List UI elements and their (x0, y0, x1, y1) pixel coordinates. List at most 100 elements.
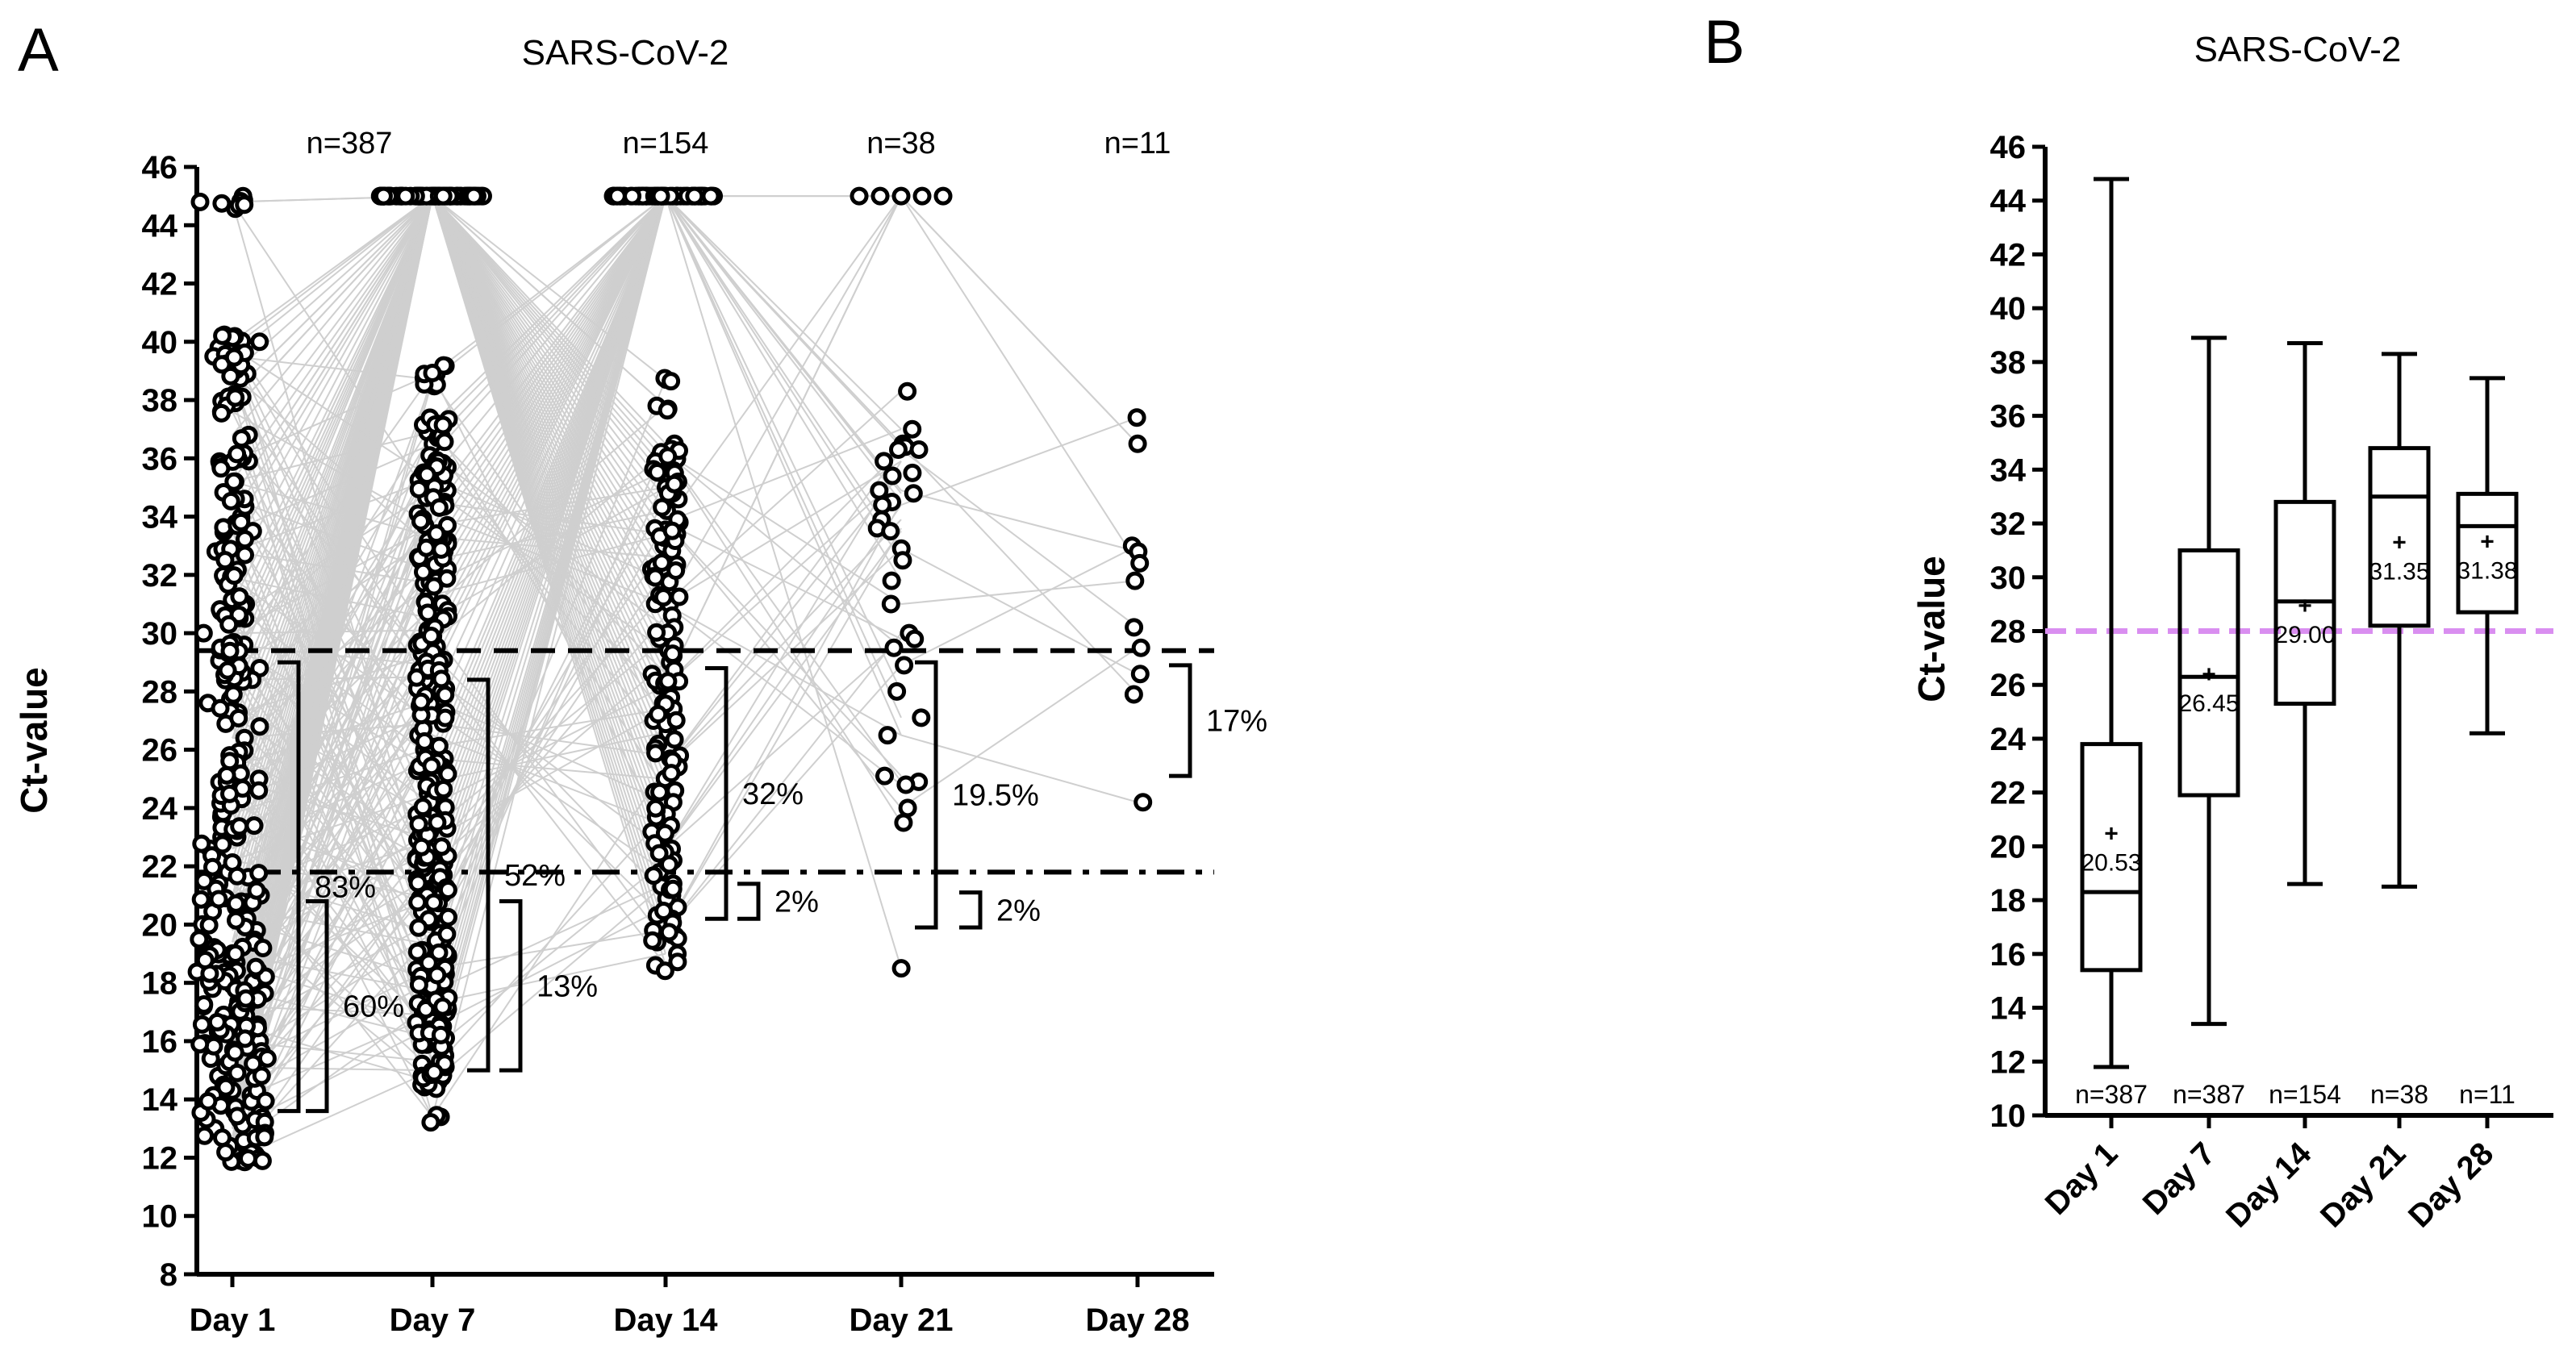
connection-line (432, 195, 666, 500)
connection-line (665, 195, 902, 969)
panel-b-title: SARS-CoV-2 (2194, 30, 2402, 69)
connection-line (665, 632, 902, 931)
connection-line (432, 195, 666, 456)
data-point (211, 459, 231, 478)
data-point (903, 463, 922, 482)
connection-line (432, 195, 666, 581)
data-point (643, 931, 662, 950)
bracket (1169, 663, 1192, 778)
data-point (436, 708, 455, 727)
panel-b-y-label: Ct-value (1910, 556, 1952, 702)
data-point (190, 192, 210, 211)
data-point (464, 186, 483, 206)
data-point (396, 186, 415, 206)
data-point (873, 495, 892, 515)
connection-line (232, 195, 433, 518)
data-point (257, 1048, 277, 1068)
connection-line (665, 461, 902, 850)
data-point (651, 186, 670, 206)
data-point (211, 698, 230, 718)
data-point (881, 522, 900, 541)
data-point (228, 444, 247, 464)
connection-line (432, 195, 666, 686)
connection-line (665, 195, 902, 581)
data-point (666, 561, 686, 580)
connection-line (232, 195, 433, 552)
data-point (662, 521, 682, 540)
data-point (411, 692, 431, 711)
data-point (933, 186, 953, 206)
connection-line (232, 435, 433, 969)
data-point (891, 186, 911, 206)
connection-line (232, 195, 433, 436)
y-tick-label: 26 (1990, 668, 2027, 703)
connection-line (665, 448, 902, 768)
data-point (407, 668, 426, 687)
data-point (229, 709, 248, 727)
data-point (429, 498, 449, 517)
connection-line (432, 723, 666, 756)
data-point (898, 381, 917, 401)
connection-line (432, 195, 666, 619)
data-point (647, 623, 666, 642)
data-point (433, 997, 453, 1016)
data-point (1128, 434, 1147, 453)
connection-line (432, 195, 666, 1082)
mean-label: 31.35 (2369, 559, 2429, 586)
y-tick-label: 30 (142, 616, 178, 652)
data-point (423, 364, 442, 382)
data-point (418, 603, 437, 623)
data-point (607, 186, 627, 206)
data-point (213, 1128, 232, 1148)
connection-line (665, 521, 902, 640)
data-point (432, 540, 451, 559)
data-point (878, 726, 897, 745)
bracket-label: 2% (774, 886, 819, 919)
y-tick-label: 46 (1990, 130, 2027, 165)
data-point (250, 717, 269, 736)
connection-line (900, 580, 1138, 605)
data-point (192, 1015, 211, 1034)
data-point (882, 571, 901, 590)
connection-line (432, 882, 666, 993)
connection-line (232, 1023, 433, 1083)
data-point (437, 924, 457, 944)
data-point (249, 864, 269, 883)
connection-line (432, 688, 666, 919)
data-point (219, 615, 239, 634)
data-point (912, 186, 932, 206)
y-tick-label: 32 (1990, 506, 2027, 542)
mean-marker: + (2480, 529, 2495, 556)
data-point (422, 627, 440, 645)
connection-line (665, 452, 902, 605)
y-tick-label: 24 (1990, 722, 2027, 757)
connection-line (232, 195, 433, 500)
connection-line (665, 195, 902, 430)
connection-line (232, 195, 433, 619)
x-tick-label-day-21: Day 21 (850, 1302, 954, 1338)
connection-line (232, 195, 433, 998)
y-tick-label: 20 (142, 907, 178, 943)
connection-line (232, 746, 433, 815)
data-point (225, 1043, 244, 1062)
n-label: n=387 (2173, 1080, 2245, 1109)
connection-line (900, 195, 1138, 564)
connection-line (665, 527, 902, 931)
data-point (192, 834, 211, 853)
data-point (654, 902, 673, 920)
data-point (658, 672, 678, 691)
data-point (435, 432, 454, 452)
connection-line (432, 461, 666, 923)
data-point (685, 186, 704, 206)
data-point (1131, 638, 1150, 657)
data-point (663, 879, 683, 898)
connection-line (232, 195, 433, 395)
data-point (408, 873, 428, 893)
data-point (428, 965, 447, 985)
n-label-day-14: n=154 (623, 127, 709, 160)
y-tick-label: 36 (1990, 399, 2027, 435)
data-point (190, 1035, 210, 1054)
data-point (668, 952, 687, 972)
data-point (228, 1107, 247, 1126)
data-point (659, 923, 678, 942)
